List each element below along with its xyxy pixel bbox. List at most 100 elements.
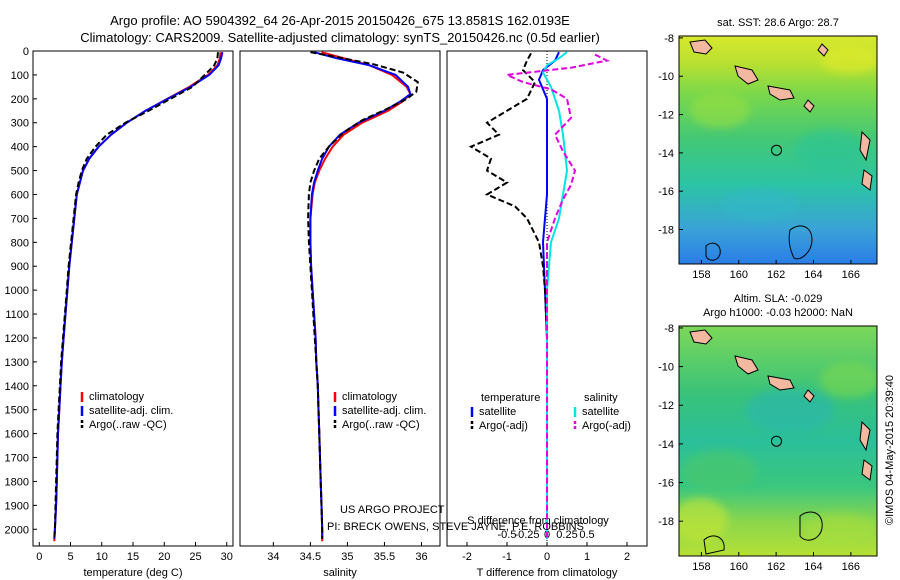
- map2-title-line1: Altim. SLA: -0.029: [734, 293, 823, 305]
- depth-tick-label: 700: [11, 213, 29, 225]
- legend-entry: satellite: [582, 406, 619, 418]
- depth-tick-label: 1500: [5, 405, 29, 417]
- depth-tick-label: 300: [11, 118, 29, 130]
- map-lon-label: 158: [692, 269, 710, 281]
- depth-tick-label: 0: [23, 46, 29, 58]
- sal-series-1: [309, 51, 412, 539]
- map-lat-label: -14: [658, 148, 674, 160]
- diff-x-tick-label: 0: [544, 551, 550, 563]
- map2-title-line2: Argo h1000: -0.03 h2000: NaN: [703, 307, 853, 319]
- sla-map-field: [679, 326, 877, 556]
- sst-contour-2: [705, 242, 721, 261]
- map-lat-label: -8: [664, 33, 674, 45]
- legend-entry: Argo(..raw -QC): [342, 419, 420, 431]
- map-lat-label: -12: [658, 110, 674, 122]
- sla-coastlines: [689, 329, 873, 481]
- sla-contour-2: [703, 535, 725, 555]
- sal-x-tick-label: 36: [415, 551, 427, 563]
- map-lon-label: 164: [804, 269, 822, 281]
- sla-contour-1: [799, 511, 823, 541]
- depth-tick-label: 1200: [5, 333, 29, 345]
- diff-legend: temperature satellite Argo(-adj) salinity sa…: [470, 392, 631, 432]
- map-lon-label: 164: [804, 561, 822, 573]
- map-lat-label: -8: [664, 323, 674, 335]
- legend-entry: Argo(..raw -QC): [89, 419, 167, 431]
- legend-heading: salinity: [584, 392, 618, 404]
- legend-entry: satellite: [479, 406, 516, 418]
- timestamp-label: ©IMOS 04-May-2015 20:39:40: [884, 375, 896, 525]
- depth-tick-label: 1100: [5, 309, 29, 321]
- temp-x-tick-label: 10: [96, 551, 108, 563]
- map-lat-label: -16: [658, 186, 674, 198]
- depth-tick-label: 1800: [5, 476, 29, 488]
- sal-diff-axis-label: S difference from climatology: [467, 515, 609, 527]
- map-lat-label: -10: [658, 362, 674, 374]
- temp-x-axis-label: temperature (deg C): [83, 567, 182, 579]
- depth-tick-label: 200: [11, 94, 29, 106]
- depth-tick-label: 600: [11, 189, 29, 201]
- map-lat-label: -18: [658, 516, 674, 528]
- map-lat-label: -18: [658, 225, 674, 237]
- map1-title: sat. SST: 28.6 Argo: 28.7: [717, 17, 839, 29]
- temp-series-0: [53, 52, 222, 542]
- temp-x-tick-label: 30: [221, 551, 233, 563]
- map-lat-label: -16: [658, 478, 674, 490]
- temp-x-tick-label: 20: [158, 551, 170, 563]
- float-location-marker: [771, 144, 783, 156]
- depth-tick-label: 1700: [5, 453, 29, 465]
- temp-x-tick-label: 0: [36, 551, 42, 563]
- sal-diff-tick-label: 0.25: [556, 529, 577, 541]
- diff-x-tick-label: -2: [462, 551, 472, 563]
- temp-x-tick-label: 5: [67, 551, 73, 563]
- map-lon-label: 162: [767, 269, 785, 281]
- sal-axes-frame: [239, 50, 441, 547]
- map-lon-label: 162: [767, 561, 785, 573]
- header-line1: Argo profile: AO 5904392_64 26-Apr-2015 …: [110, 13, 570, 28]
- depth-tick-label: 900: [11, 261, 29, 273]
- map-lat-label: -10: [658, 71, 674, 83]
- map-lat-label: -12: [658, 400, 674, 412]
- sal-x-tick-label: 35: [341, 551, 353, 563]
- temp-legend: climatology satellite-adj. clim. Argo(..ra…: [80, 391, 173, 431]
- float-location-marker: [771, 435, 783, 447]
- sal-x-axis-label: salinity: [323, 567, 357, 579]
- map-lon-label: 160: [730, 561, 748, 573]
- salinity-panel: 34 34.5 35 35.5 36 salinity climatology satelli…: [239, 50, 441, 579]
- diff-series-3: [503, 53, 611, 539]
- sal-series-2: [307, 51, 419, 539]
- depth-tick-label: 800: [11, 237, 29, 249]
- sal-diff-tick-label: 0.5: [579, 529, 594, 541]
- sst-map-field: [679, 36, 877, 264]
- map2-axes: 158 160 162 164 166 -8 -10 -12 -14 -16 -18: [658, 323, 860, 573]
- legend-entry: satellite-adj. clim.: [89, 405, 173, 417]
- temperature-panel: 0100200300400500600700800900100011001200…: [5, 46, 234, 579]
- map-lat-label: -14: [658, 439, 674, 451]
- sal-x-tick-label: 35.5: [374, 551, 395, 563]
- map2-frame: [678, 325, 878, 557]
- temp-axes-frame: [32, 50, 234, 547]
- temp-x-tick-label: 25: [189, 551, 201, 563]
- legend-heading: temperature: [481, 392, 540, 404]
- depth-tick-label: 1000: [5, 285, 29, 297]
- diff-x-tick-label: 2: [624, 551, 630, 563]
- sal-x-tick-label: 34: [267, 551, 279, 563]
- depth-tick-label: 2000: [5, 524, 29, 536]
- sal-series-0: [309, 51, 412, 542]
- map1-axes: 158 160 162 164 166 -8 -10 -12 -14 -16 -18: [658, 33, 860, 281]
- temp-series-1: [53, 51, 224, 539]
- sal-legend: climatology satellite-adj. clim. Argo(..ra…: [333, 391, 426, 431]
- legend-entry: climatology: [342, 391, 398, 403]
- diff-x-tick-label: -1: [502, 551, 512, 563]
- credits-pi: PI: BRECK OWENS, STEVE JAYNE, P.E. ROBBI…: [327, 521, 584, 533]
- depth-tick-label: 1900: [5, 500, 29, 512]
- depth-tick-label: 1400: [5, 381, 29, 393]
- legend-entry: Argo(-adj): [479, 420, 528, 432]
- map-lon-label: 166: [842, 561, 860, 573]
- temp-x-tick-label: 15: [127, 551, 139, 563]
- diff-series-1: [468, 52, 548, 539]
- diff-x-tick-label: 1: [584, 551, 590, 563]
- diff-series-0: [537, 51, 560, 539]
- depth-tick-label: 1600: [5, 429, 29, 441]
- difference-panel: -2 -1 0 1 2 T difference from climatology -0.5…: [446, 50, 648, 579]
- sst-coastlines: [689, 39, 873, 191]
